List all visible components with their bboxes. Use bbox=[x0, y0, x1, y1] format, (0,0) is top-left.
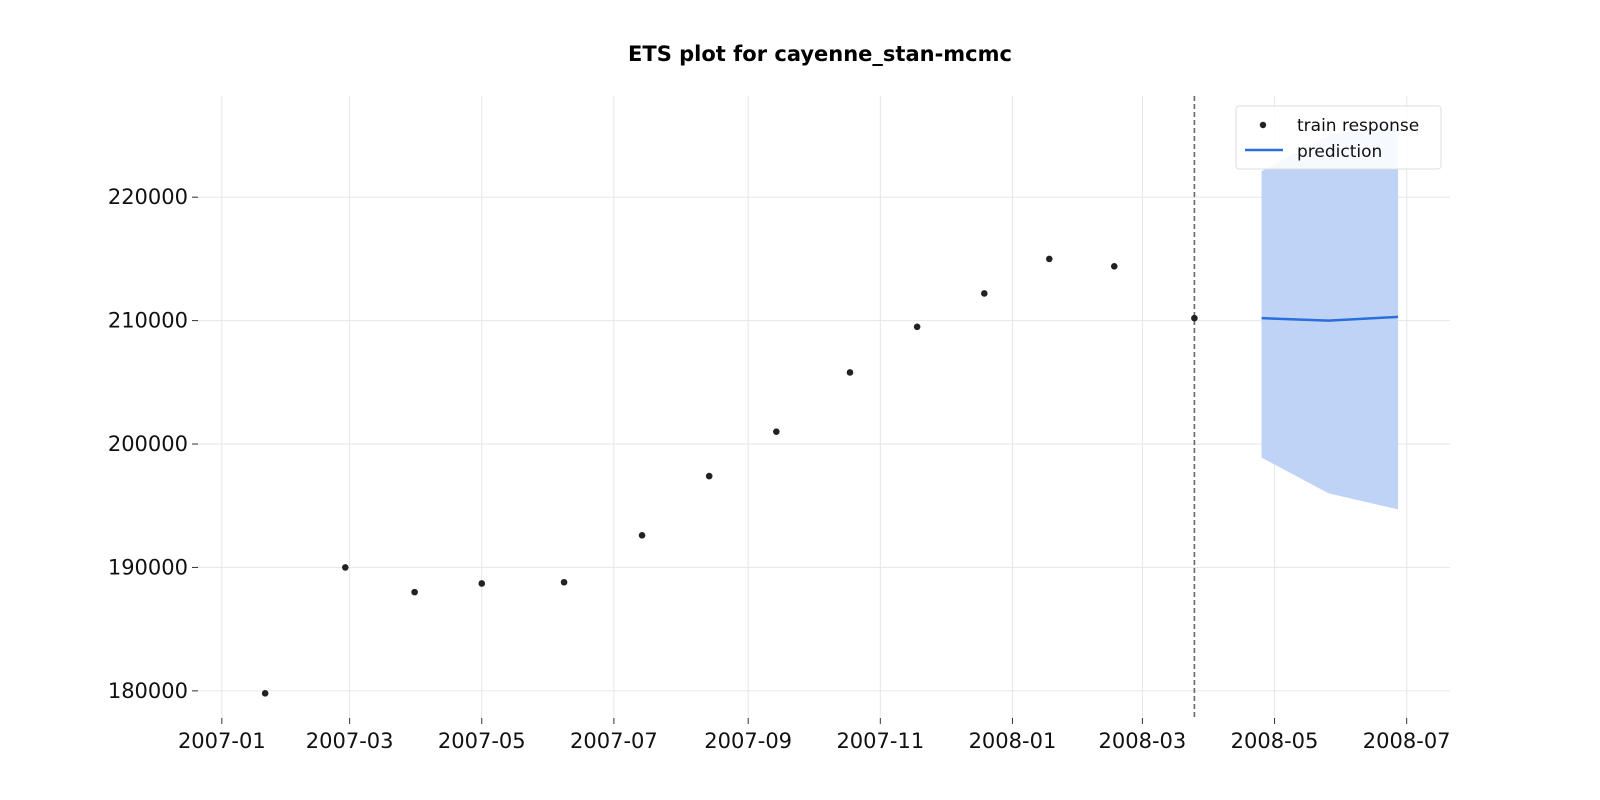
x-tick-label: 2008-05 bbox=[1231, 729, 1319, 753]
legend-train-label: train response bbox=[1297, 116, 1419, 136]
x-tick-label: 2008-01 bbox=[969, 729, 1057, 753]
prediction-interval bbox=[1261, 120, 1399, 510]
train-response-point bbox=[638, 532, 646, 539]
grid bbox=[192, 96, 1450, 718]
prediction-interval-band bbox=[1261, 120, 1399, 510]
x-tick-label: 2007-03 bbox=[306, 729, 394, 753]
y-tick-label: 220000 bbox=[108, 185, 188, 209]
chart-title: ETS plot for cayenne_stan-mcmc bbox=[628, 42, 1012, 66]
train-response-point bbox=[1110, 263, 1118, 270]
y-tick-label: 210000 bbox=[108, 309, 188, 333]
x-tick-label: 2007-07 bbox=[570, 729, 658, 753]
train-response-points bbox=[261, 255, 1198, 697]
x-tick-label: 2007-01 bbox=[178, 729, 266, 753]
train-response-point bbox=[411, 588, 418, 596]
x-tick-label: 2007-09 bbox=[704, 729, 792, 753]
train-response-point bbox=[980, 290, 988, 297]
train-response-point bbox=[773, 428, 780, 435]
train-response-point bbox=[705, 472, 713, 480]
legend: train response prediction bbox=[1235, 105, 1442, 170]
legend-prediction-label: prediction bbox=[1297, 142, 1382, 162]
train-response-point bbox=[1045, 255, 1053, 263]
y-tick-label: 190000 bbox=[108, 555, 188, 579]
x-tick-label: 2007-05 bbox=[438, 729, 526, 753]
axes: 2007-01 2007-03 2007-05 2007-07 2007-09 2007-… bbox=[108, 185, 1451, 753]
legend-box bbox=[1235, 105, 1442, 170]
train-response-point bbox=[913, 323, 921, 331]
x-tick-label: 2008-07 bbox=[1363, 729, 1451, 753]
train-response-point bbox=[341, 564, 349, 571]
train-response-point bbox=[1191, 314, 1198, 322]
train-response-point bbox=[560, 578, 568, 586]
y-tick-label: 200000 bbox=[108, 432, 188, 456]
x-tick-label: 2007-11 bbox=[836, 729, 924, 753]
y-tick-label: 180000 bbox=[108, 679, 188, 703]
train-response-point bbox=[846, 369, 854, 376]
train-response-point bbox=[261, 690, 269, 697]
legend-train-marker bbox=[1259, 121, 1267, 129]
x-tick-label: 2008-03 bbox=[1099, 729, 1187, 753]
prediction-line bbox=[1261, 315, 1399, 322]
train-response-point bbox=[478, 580, 486, 587]
